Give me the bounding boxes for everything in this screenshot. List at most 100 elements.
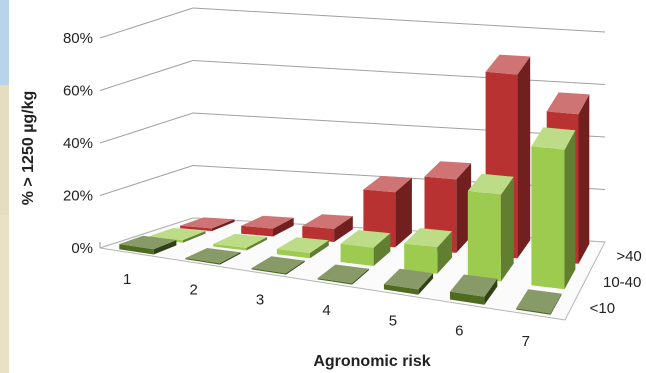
bar-front: [450, 291, 485, 305]
bar: [404, 228, 453, 274]
gridline: [192, 60, 606, 85]
bar: [450, 274, 498, 305]
bar-side: [153, 240, 177, 255]
bar-top: [424, 161, 472, 180]
bar-top: [546, 92, 590, 115]
bar-top: [213, 233, 268, 248]
bar-side: [352, 268, 369, 285]
bar-top: [119, 235, 177, 250]
y-axis-title: % > 1250 µg/kg: [20, 91, 37, 206]
bar-top: [383, 268, 434, 290]
bar-top: [485, 54, 531, 75]
x-tick-label: 1: [123, 271, 131, 288]
x-tick-label: 7: [522, 333, 530, 350]
y-tick-label: 20%: [63, 188, 93, 205]
bar-side: [484, 278, 498, 305]
bar-front: [383, 284, 419, 295]
gridline-side: [99, 60, 194, 91]
bar-front: [180, 225, 212, 232]
bar-front: [185, 258, 220, 265]
bar-front: [340, 243, 374, 266]
bar-side: [219, 252, 241, 265]
depth-label: <10: [590, 300, 615, 317]
bar: [383, 268, 434, 295]
gridline-side: [99, 7, 194, 39]
bar-front: [251, 268, 286, 275]
edge-strip: [0, 85, 9, 215]
bar-side: [456, 163, 472, 253]
gridline: [192, 7, 606, 33]
bar-front: [119, 244, 154, 255]
bar-top: [340, 230, 391, 248]
bar-side: [550, 293, 562, 315]
bar: [317, 264, 369, 285]
bar-front: [276, 249, 310, 259]
bar-side: [564, 130, 576, 290]
bar-top: [467, 173, 514, 195]
bar-top: [149, 227, 206, 241]
gridline: [192, 112, 606, 138]
bar-side: [246, 237, 268, 251]
bar-top: [531, 127, 576, 151]
depth-label: 10-40: [603, 274, 641, 291]
bar: [340, 230, 391, 266]
bar-front: [302, 226, 335, 242]
bar-top: [516, 289, 562, 314]
x-tick-label: 6: [455, 323, 463, 340]
bar-top: [251, 256, 305, 274]
bar-front: [516, 308, 551, 315]
bar: [241, 215, 294, 237]
edge-strip: [0, 0, 9, 85]
bar: [185, 248, 241, 265]
bar-side: [334, 216, 353, 242]
depth-label: >40: [616, 248, 641, 265]
bar-front: [213, 243, 247, 251]
bar-side: [211, 219, 235, 232]
bar-top: [404, 228, 453, 248]
bar-front: [531, 146, 565, 290]
bar-side: [437, 231, 453, 274]
gridline-side: [99, 112, 194, 144]
bar-side: [418, 273, 434, 295]
y-tick-label: 40%: [63, 135, 93, 152]
chart-bars: [119, 54, 590, 315]
bar: [467, 173, 514, 282]
bar-top: [317, 264, 369, 284]
bar: [251, 256, 305, 275]
bar-front: [467, 190, 501, 282]
x-tick-label: 3: [256, 292, 264, 309]
bar-top: [180, 217, 235, 229]
bar: [516, 289, 562, 315]
bar-top: [276, 237, 329, 253]
bar: [119, 235, 177, 255]
bar-side: [578, 94, 590, 264]
gridline-side: [99, 165, 194, 196]
bar-top: [363, 175, 412, 193]
bar-top: [241, 215, 294, 229]
bar-side: [310, 240, 329, 259]
x-axis-title: Agronomic risk: [313, 353, 430, 370]
bar: [276, 237, 329, 259]
bar-side: [373, 233, 391, 266]
bar-side: [182, 231, 206, 243]
bar-side: [273, 217, 294, 237]
bar-side: [395, 177, 412, 248]
bar-top: [185, 248, 241, 264]
x-tick-label: 2: [189, 281, 197, 298]
edge-strip: [0, 215, 9, 373]
bar: [213, 233, 268, 251]
bar-front: [317, 278, 353, 285]
y-tick-label: 60%: [63, 83, 93, 100]
x-tick-label: 5: [389, 312, 397, 329]
bar: [302, 214, 353, 242]
bar: [531, 127, 576, 290]
bar: [180, 217, 235, 232]
y-tick-label: 80%: [63, 30, 93, 47]
bar-side: [286, 260, 305, 275]
y-tick-label: 0%: [71, 240, 93, 257]
bar-top: [302, 214, 353, 229]
bar-side: [517, 56, 531, 259]
bar-side: [500, 176, 514, 282]
